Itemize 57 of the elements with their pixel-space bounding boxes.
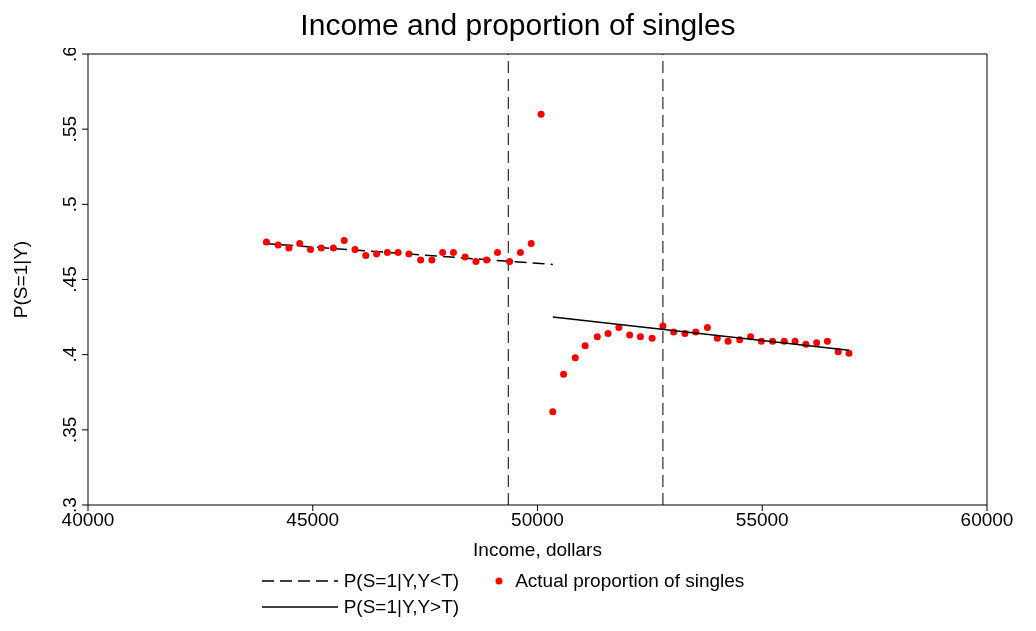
x-tick-label: 50000 [511, 509, 564, 531]
legend-label: Actual proportion of singles [515, 570, 745, 592]
point [449, 248, 457, 256]
y-tick-label: .4 [59, 346, 80, 363]
point [483, 256, 491, 264]
y-tick-label: .5 [59, 196, 80, 213]
x-tick-label: 60000 [960, 509, 1014, 531]
point [593, 333, 601, 341]
y-tick-label: .3 [59, 497, 80, 513]
point [506, 257, 514, 265]
point [549, 408, 557, 416]
point [636, 333, 644, 341]
point [615, 324, 623, 332]
point [648, 334, 656, 342]
y-tick-label: .45 [59, 266, 80, 293]
chart-title: Income and proportion of singles [299, 8, 737, 43]
point [845, 349, 853, 357]
point [351, 245, 359, 253]
point [527, 239, 535, 247]
point [373, 250, 381, 258]
point [274, 241, 282, 249]
point [285, 244, 293, 252]
point [724, 337, 732, 345]
point [296, 239, 304, 247]
point [383, 248, 391, 256]
point [439, 248, 447, 256]
point [537, 110, 545, 118]
y-axis-title: P(S=1|Y) [9, 240, 31, 319]
legend-label: P(S=1|Y,Y<T) [343, 570, 460, 592]
legend-label: P(S=1|Y,Y>T) [343, 596, 460, 618]
point [823, 337, 831, 345]
point [516, 248, 524, 256]
x-tick-label: 45000 [286, 509, 340, 531]
y-tick-label: .55 [59, 115, 80, 143]
point [307, 245, 314, 253]
point [340, 236, 348, 244]
x-tick-label: 55000 [735, 509, 789, 531]
point [571, 354, 579, 362]
point [329, 244, 337, 252]
point [317, 244, 325, 252]
point [581, 342, 589, 350]
x-axis-title: Income, dollars [473, 539, 602, 560]
point [472, 257, 480, 265]
y-tick-label: .35 [59, 416, 80, 444]
point [417, 256, 425, 264]
point [703, 324, 711, 332]
point [362, 251, 370, 259]
point [494, 248, 501, 256]
point [604, 330, 612, 338]
point [428, 256, 436, 264]
point [813, 339, 821, 347]
point [560, 370, 568, 378]
point [626, 331, 634, 339]
point [394, 248, 402, 256]
point [461, 253, 469, 261]
point [405, 250, 413, 258]
point [262, 238, 270, 246]
